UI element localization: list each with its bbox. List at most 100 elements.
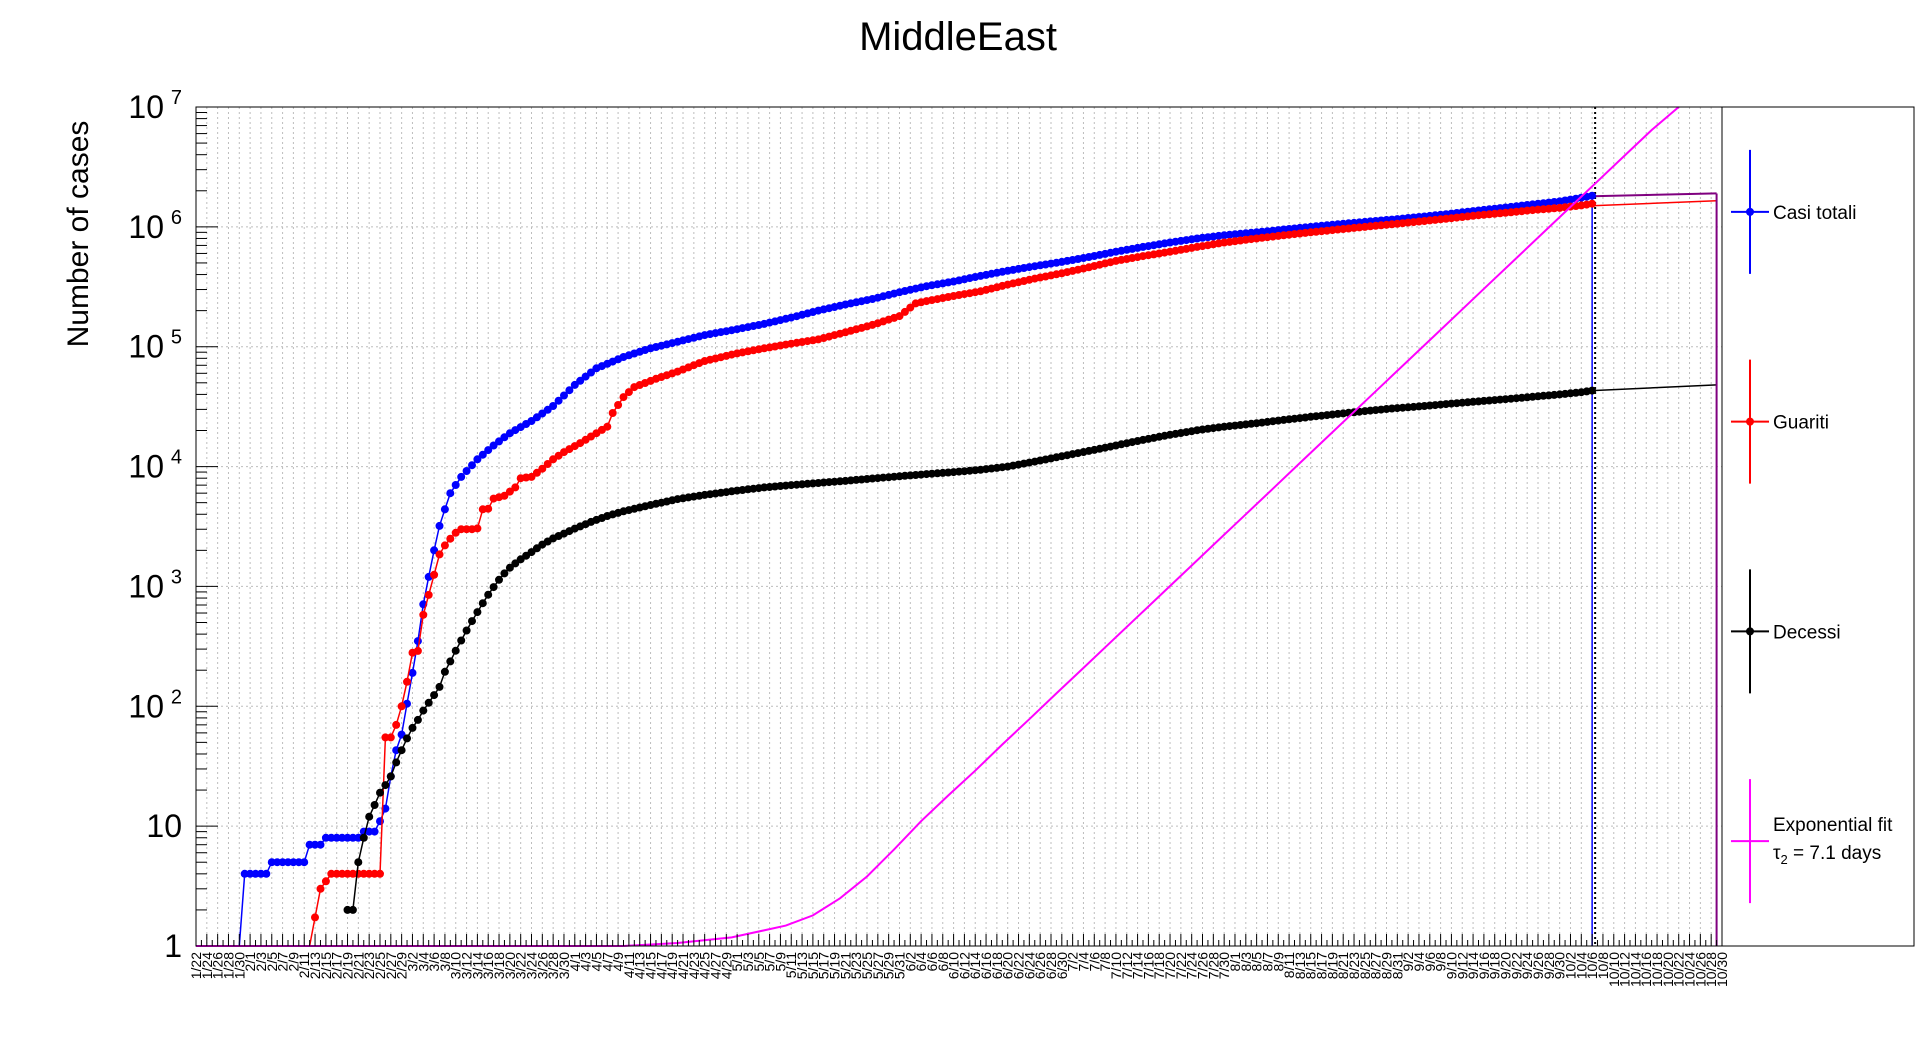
legend: Casi totali Guariti Decessi Exponential fit… [1721, 106, 1915, 947]
y-tick-label: 10 [128, 89, 164, 125]
x-tick-label: 8/29 [1378, 952, 1394, 979]
x-tick-label: 6/6 [924, 952, 940, 972]
x-tick-label: 1/22 [188, 952, 204, 979]
x-tick-label: 6/18 [989, 952, 1005, 979]
series-guariti-point [543, 460, 552, 468]
y-tick-label: 10 [128, 329, 164, 365]
y-tick-label: 10 [128, 688, 164, 724]
series-decessi-point [495, 575, 503, 584]
x-tick-label: 3/10 [448, 952, 464, 979]
series-guariti-point [413, 646, 422, 655]
x-tick-label: 9/14 [1465, 952, 1481, 979]
series-decessi-point [1588, 386, 1597, 395]
x-tick-label: 6/2 [902, 952, 918, 972]
x-tick-label: 2/13 [307, 952, 323, 979]
x-tick-label: 7/8 [1097, 952, 1113, 972]
series-casi-totali-point [484, 446, 493, 455]
x-tick-label: 3/4 [415, 952, 431, 972]
x-tick-label: 4/15 [643, 952, 659, 979]
x-tick-label: 8/21 [1335, 952, 1351, 979]
x-tick-label: 3/24 [524, 952, 540, 979]
series-casi-totali-point [435, 521, 444, 530]
x-tick-label: 9/2 [1400, 952, 1416, 972]
x-tick-label: 2/27 [383, 952, 399, 979]
x-tick-label: 5/31 [891, 952, 907, 979]
x-tick-label: 10/26 [1692, 952, 1708, 987]
series-casi-totali-point [462, 467, 471, 475]
x-tick-label: 3/12 [459, 952, 475, 979]
series-decessi-point [392, 758, 401, 767]
x-tick-label: 9/10 [1443, 952, 1459, 979]
x-tick-label: 10/20 [1660, 952, 1676, 987]
x-tick-label: 9/8 [1433, 952, 1449, 972]
x-tick-label: 3/18 [491, 952, 507, 979]
y-tick-label-exponent: 2 [171, 686, 182, 708]
series-decessi-point [451, 646, 460, 655]
x-tick-label: 9/26 [1530, 952, 1546, 979]
x-tick-label: 1/30 [231, 952, 247, 979]
series-decessi-point [413, 715, 422, 724]
series-casi-totali-point [262, 869, 271, 878]
series-casi-totali-point [440, 505, 449, 514]
x-tick-label: 10/2 [1562, 952, 1578, 979]
chart-title: MiddleEast [859, 15, 1057, 59]
series-casi-totali-point [576, 376, 585, 385]
x-tick-label: 10/14 [1627, 952, 1643, 987]
y-tick-label: 10 [128, 568, 164, 604]
x-tick-label: 7/24 [1184, 952, 1200, 979]
x-tick-label: 5/17 [816, 952, 832, 979]
x-tick-label: 2/29 [394, 952, 410, 979]
x-tick-label: 4/27 [707, 952, 723, 979]
series-guariti-point [608, 409, 617, 417]
x-tick-label: 2/17 [329, 952, 345, 979]
series-decessi-point [376, 788, 384, 797]
series-decessi-point [419, 706, 428, 715]
x-tick-label: 5/11 [783, 952, 799, 978]
x-tick-label: 10/4 [1573, 952, 1589, 979]
y-tick-label-exponent: 6 [171, 207, 182, 229]
series-guariti-point [386, 733, 395, 742]
legend-decessi-label: Decessi [1773, 622, 1841, 643]
y-tick-label: 1 [164, 928, 182, 964]
series-guariti-point [505, 487, 514, 496]
x-tick-label: 6/28 [1043, 952, 1059, 979]
series-guariti-point [603, 422, 612, 431]
x-tick-label: 8/5 [1249, 952, 1265, 972]
series-guariti-point [424, 590, 433, 599]
series-decessi-point [403, 734, 411, 743]
series-casi-totali-point [316, 840, 325, 849]
x-tick-label: 10/8 [1595, 952, 1611, 979]
series-guariti-point [440, 541, 449, 550]
x-tick-label: 5/27 [870, 952, 886, 979]
series-decessi-point [365, 812, 374, 821]
legend-decessi-marker [1746, 627, 1754, 636]
x-tick-label: 10/12 [1617, 952, 1633, 987]
x-tick-label: 2/25 [372, 952, 388, 979]
x-tick-label: 6/4 [913, 952, 929, 972]
x-tick-label: 3/14 [469, 952, 485, 979]
x-tick-label: 1/24 [199, 952, 215, 979]
x-tick-label: 8/9 [1270, 952, 1286, 972]
x-tick-label: 5/23 [848, 952, 864, 979]
legend-casi-totali-label: Casi totali [1773, 203, 1856, 224]
x-tick-label: 10/18 [1649, 952, 1665, 987]
x-tick-label: 5/29 [881, 952, 897, 979]
x-tick-label: 8/31 [1389, 952, 1405, 979]
x-tick-label: 2/9 [285, 952, 301, 972]
x-tick-label: 8/23 [1346, 952, 1362, 979]
x-tick-label: 10/30 [1714, 952, 1730, 987]
x-tick-label: 8/25 [1357, 952, 1373, 979]
x-tick-label: 2/5 [264, 952, 280, 972]
x-tick-label: 6/30 [1054, 952, 1070, 979]
series-decessi-point [468, 617, 476, 626]
x-tick-label: 3/8 [437, 952, 453, 972]
y-tick-label-exponent: 4 [171, 447, 182, 469]
series-decessi-point [462, 626, 471, 635]
y-tick-label: 10 [128, 449, 164, 485]
y-axis-title: Number of cases [62, 121, 95, 348]
x-tick-label: 5/25 [859, 952, 875, 979]
series-decessi-point [435, 682, 444, 691]
series-guariti-point [397, 702, 406, 711]
